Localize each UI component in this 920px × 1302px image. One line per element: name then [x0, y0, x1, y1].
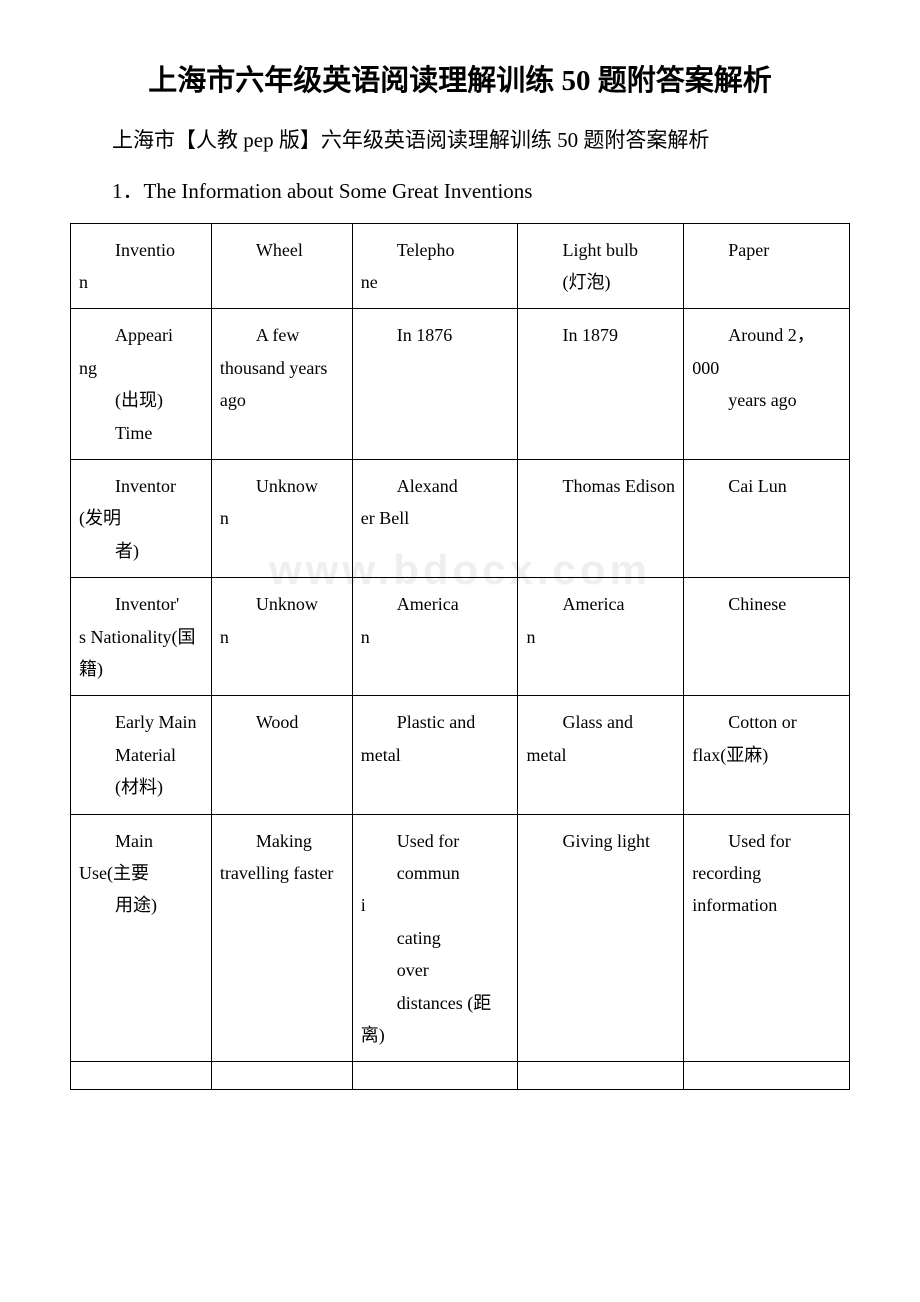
cell: Invention	[79, 240, 175, 292]
cell: Wood	[220, 712, 299, 732]
cell: Used forcommunicatingoverdistances (距离)	[361, 831, 491, 1045]
cell: Telephone	[361, 240, 455, 292]
inventions-table: Invention Wheel Telephone Light bulb(灯泡)…	[70, 223, 850, 1091]
page-subtitle: 上海市【人教 pep 版】六年级英语阅读理解训练 50 题附答案解析	[70, 124, 850, 158]
table-row: Inventor(发明者) Unknown Alexander Bell Tho…	[71, 460, 850, 578]
cell: Unknown	[220, 594, 318, 646]
cell: Early MainMaterial(材料)	[79, 712, 196, 797]
cell: Chinese	[692, 594, 786, 614]
cell: Paper	[692, 240, 769, 260]
table-row: Appearing(出现)Time A few thousand years a…	[71, 309, 850, 460]
page-title: 上海市六年级英语阅读理解训练 50 题附答案解析	[70, 60, 850, 104]
cell: A few thousand years ago	[220, 325, 327, 410]
cell: Unknown	[220, 476, 318, 528]
cell: Inventor(发明者)	[79, 476, 176, 561]
cell: Alexander Bell	[361, 476, 458, 528]
question-text: 1．The Information about Some Great Inven…	[70, 175, 850, 209]
table-row: Main Use(主要用途) Making travelling faster …	[71, 814, 850, 1062]
cell: Giving light	[526, 831, 650, 851]
cell: Cotton or flax(亚麻)	[692, 712, 797, 764]
cell: Light bulb(灯泡)	[526, 240, 638, 292]
table-row	[71, 1062, 850, 1090]
cell: Thomas Edison	[526, 476, 675, 496]
cell: American	[526, 594, 624, 646]
table-row: Inventor's Nationality(国籍) Unknown Ameri…	[71, 578, 850, 696]
cell: Main Use(主要用途)	[79, 831, 157, 916]
cell: Cai Lun	[692, 476, 787, 496]
cell: Plastic and metal	[361, 712, 476, 764]
cell: Making travelling faster	[220, 831, 333, 883]
cell: Glass and metal	[526, 712, 633, 764]
table-row: Early MainMaterial(材料) Wood Plastic and …	[71, 696, 850, 814]
table-row: Invention Wheel Telephone Light bulb(灯泡)…	[71, 223, 850, 309]
cell: In 1876	[361, 325, 453, 345]
cell: Wheel	[220, 240, 303, 260]
cell: Inventor's Nationality(国籍)	[79, 594, 195, 679]
cell: Appearing(出现)Time	[79, 325, 173, 442]
cell: Used for recording information	[692, 831, 790, 916]
cell: Around 2，000years ago	[692, 325, 815, 410]
cell: In 1879	[526, 325, 618, 345]
cell: American	[361, 594, 459, 646]
